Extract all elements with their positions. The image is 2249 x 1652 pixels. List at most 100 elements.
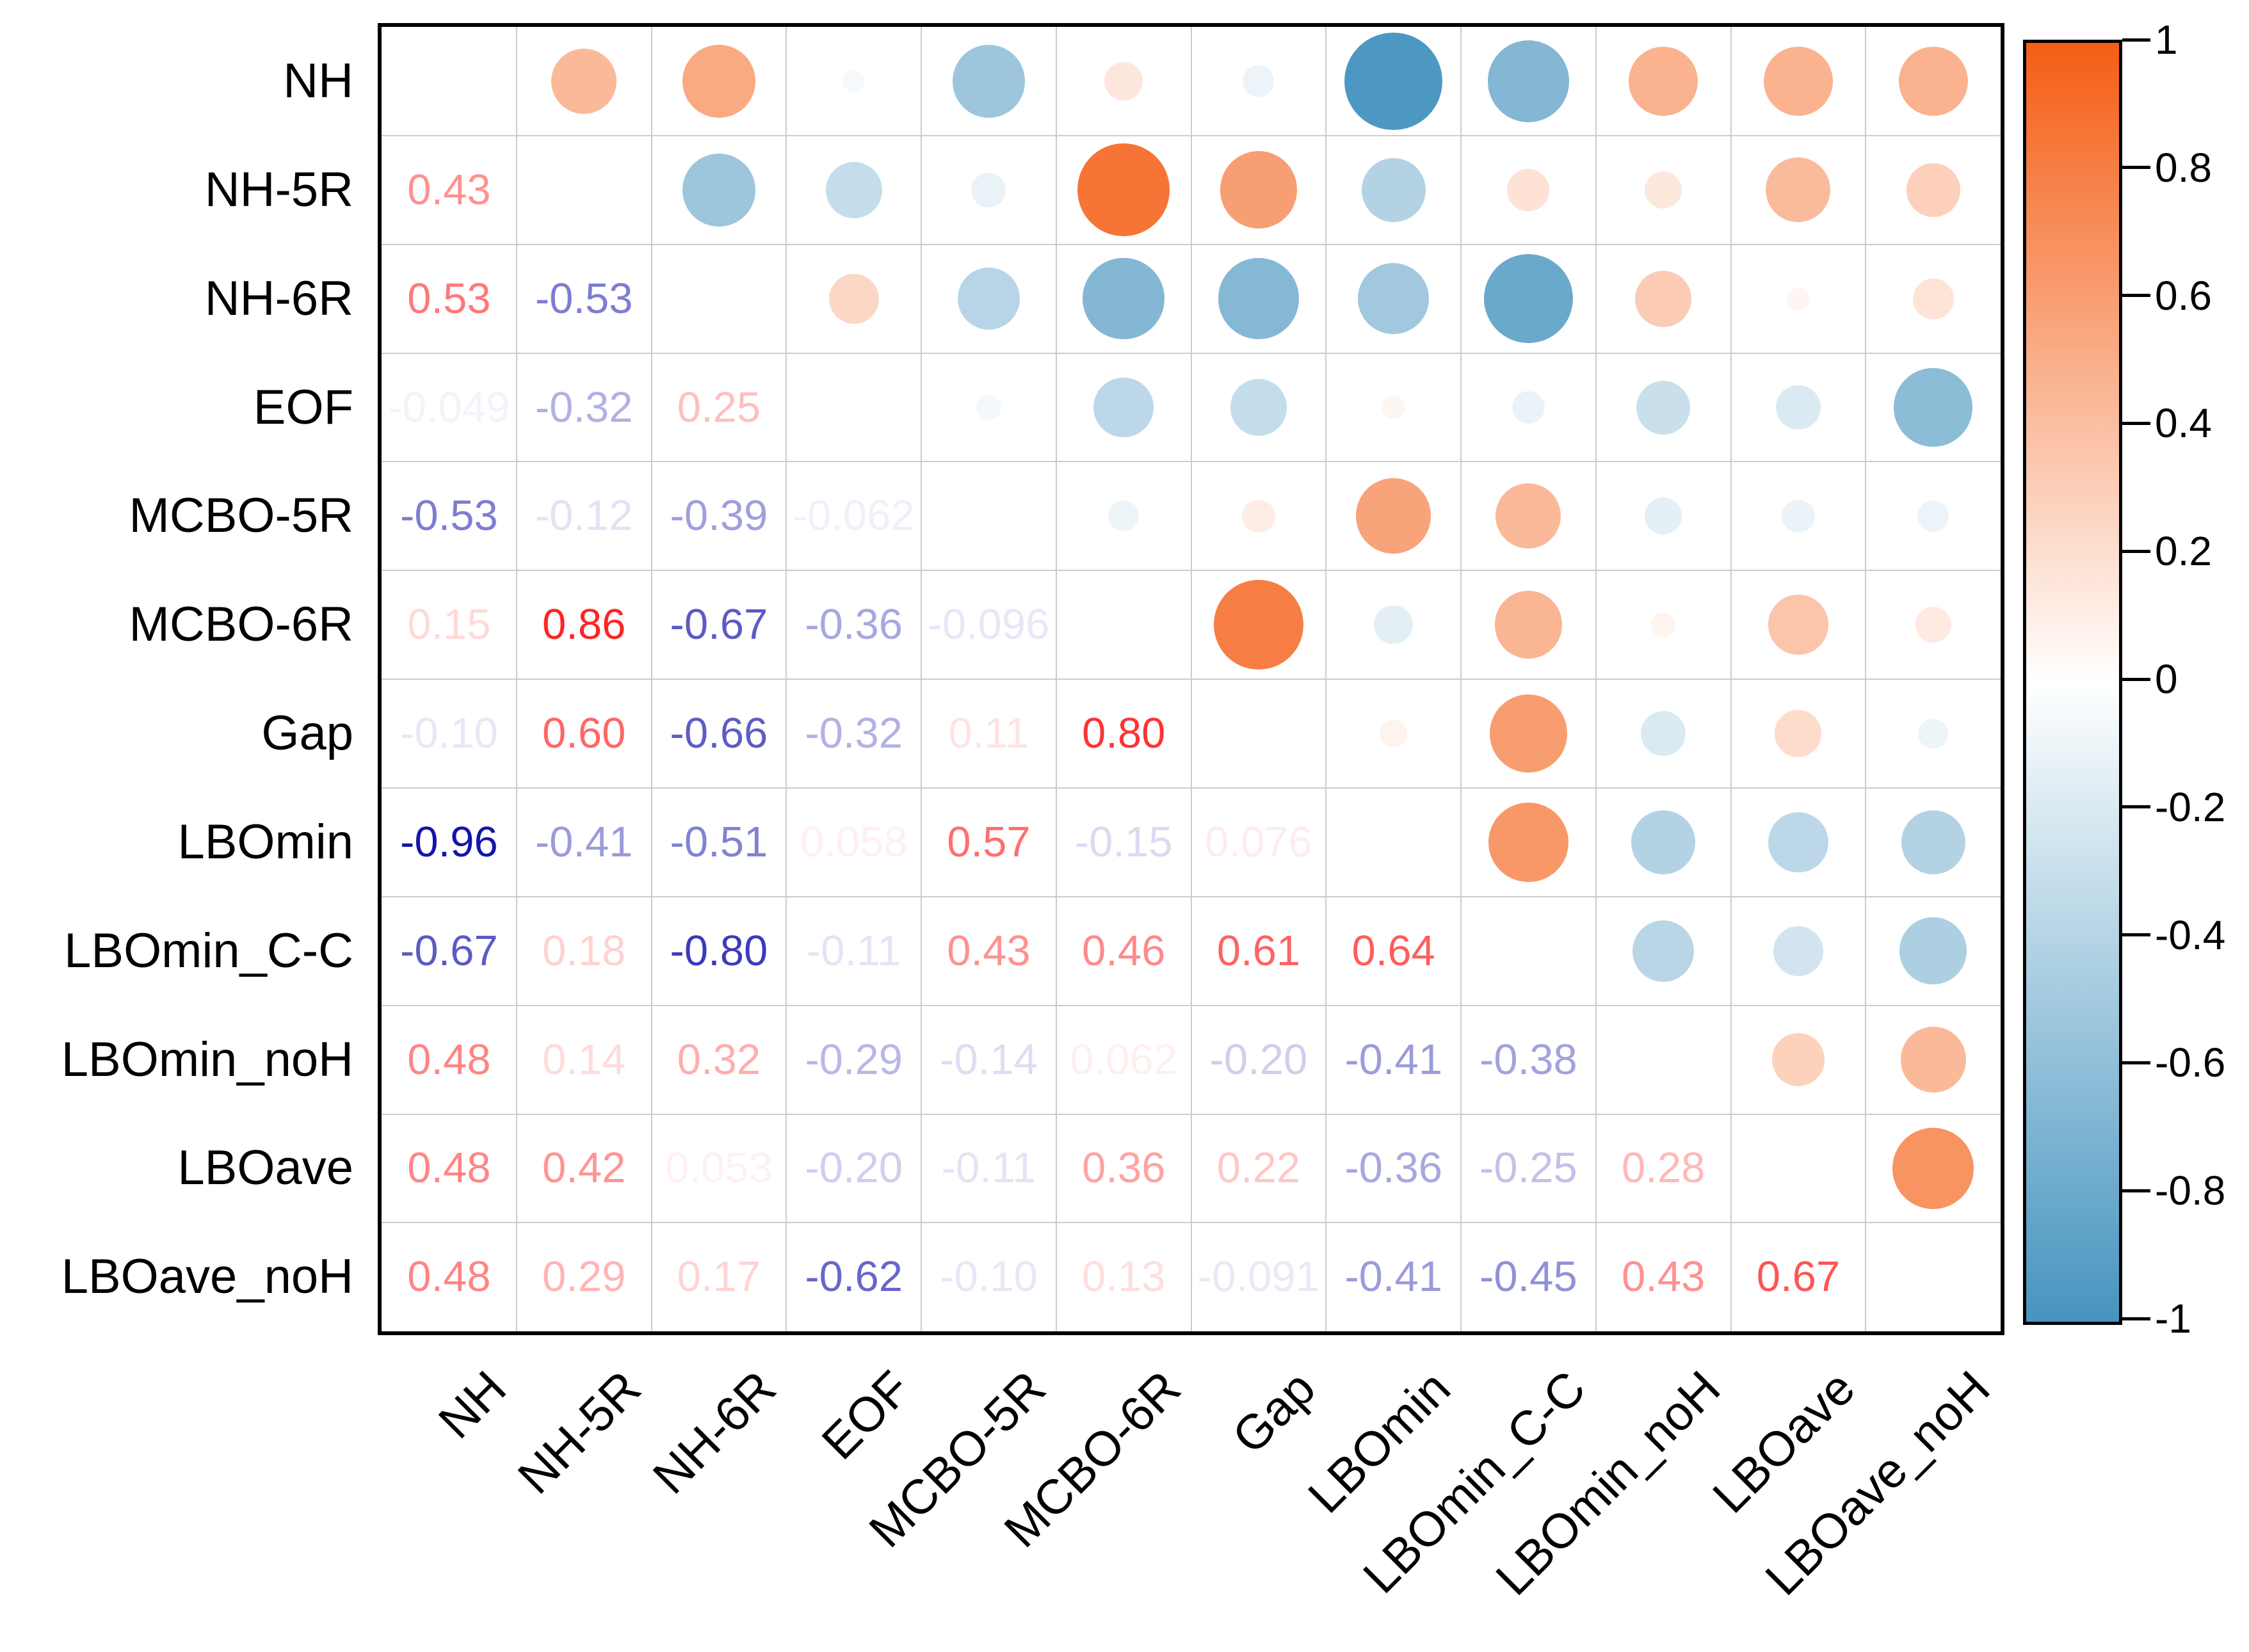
corr-circle — [1632, 920, 1695, 982]
corr-value: 0.67 — [1756, 1253, 1841, 1301]
corr-circle — [1775, 710, 1822, 757]
corr-circle — [1629, 46, 1698, 116]
corr-value: -0.41 — [535, 817, 633, 866]
corr-value: -0.20 — [1209, 1035, 1308, 1084]
corr-value: -0.32 — [535, 383, 633, 431]
corr-circle — [828, 273, 879, 324]
corr-value: -0.51 — [670, 817, 768, 866]
corr-circle — [1511, 390, 1545, 424]
colorbar-tick-label: 0 — [2155, 656, 2178, 702]
corr-value: -0.10 — [400, 709, 498, 757]
corr-circle — [1489, 694, 1568, 773]
corr-circle — [1381, 395, 1406, 420]
corr-circle — [1361, 157, 1426, 222]
corr-circle — [1230, 379, 1287, 436]
corr-circle — [1380, 719, 1408, 748]
colorbar-gradient — [2023, 40, 2122, 1325]
corr-value: -0.53 — [400, 492, 498, 540]
corr-value: -0.66 — [670, 709, 768, 757]
colorbar-tick-label: 0.2 — [2155, 528, 2212, 575]
corr-circle — [1898, 46, 1968, 116]
corr-value: -0.12 — [535, 492, 633, 540]
colorbar-tick — [2122, 166, 2150, 170]
corr-circle — [1763, 46, 1833, 116]
corr-circle — [1488, 802, 1568, 883]
corr-circle — [976, 395, 1001, 420]
corr-value: -0.67 — [400, 926, 498, 975]
corr-circle — [1768, 595, 1828, 655]
corr-value: 0.36 — [1081, 1144, 1166, 1192]
corr-value: 0.32 — [677, 1035, 761, 1084]
corr-circle — [1918, 718, 1949, 749]
corr-value: 0.64 — [1351, 926, 1435, 975]
colorbar-tick-label: -1 — [2155, 1295, 2191, 1342]
corr-circle — [1093, 377, 1154, 438]
corr-circle — [842, 70, 865, 93]
corr-value: 0.43 — [947, 926, 1031, 975]
grid-line-vertical — [1460, 27, 1462, 1332]
grid-line-horizontal — [382, 787, 2001, 789]
plot-border — [378, 23, 2004, 1336]
corr-value: 0.17 — [677, 1253, 761, 1301]
corr-value: -0.14 — [940, 1035, 1038, 1084]
colorbar-tick — [2122, 421, 2150, 425]
corr-value: -0.53 — [535, 274, 633, 323]
grid-line-horizontal — [382, 895, 2001, 897]
colorbar-tick — [2122, 38, 2150, 42]
corr-value: 0.22 — [1216, 1144, 1301, 1192]
row-label: LBOave_noH — [61, 1249, 353, 1304]
corr-value: 0.80 — [1081, 709, 1166, 757]
col-label: NH-5R — [507, 1361, 652, 1505]
corr-circle — [1108, 501, 1140, 532]
corr-circle — [1771, 1033, 1825, 1086]
row-label: LBOmin — [177, 814, 353, 869]
corr-value: 0.48 — [407, 1035, 491, 1084]
corr-circle — [1635, 270, 1692, 327]
corr-value: 0.43 — [407, 165, 491, 214]
corr-value: 0.53 — [407, 274, 491, 323]
corr-circle — [1077, 143, 1170, 237]
colorbar-tick — [2122, 1189, 2150, 1192]
corr-circle — [1894, 368, 1972, 447]
corr-value: 0.058 — [800, 817, 908, 866]
corr-value: 0.25 — [677, 383, 761, 431]
grid-line-vertical — [1865, 27, 1867, 1332]
corr-value: 0.60 — [542, 709, 626, 757]
grid-line-vertical — [1730, 27, 1732, 1332]
row-label: EOF — [253, 380, 353, 435]
colorbar-tick — [2122, 549, 2150, 553]
corr-value: 0.86 — [542, 600, 626, 649]
corr-circle — [1900, 1027, 1966, 1093]
colorbar-tick — [2122, 1317, 2150, 1320]
corr-value: 0.28 — [1621, 1144, 1705, 1192]
corr-value: -0.25 — [1479, 1144, 1577, 1192]
corr-value: -0.67 — [670, 600, 768, 649]
colorbar-tick — [2122, 1061, 2150, 1064]
row-label: NH — [283, 53, 353, 108]
corr-circle — [1220, 151, 1298, 229]
corr-value: 0.13 — [1081, 1253, 1166, 1301]
corr-circle — [1912, 278, 1954, 319]
colorbar-tick — [2122, 677, 2150, 681]
corr-value: 0.11 — [948, 709, 1029, 757]
corr-value: -0.39 — [670, 492, 768, 540]
corr-value: 0.46 — [1081, 926, 1166, 975]
corr-circle — [1507, 168, 1550, 211]
corr-circle — [1355, 478, 1431, 554]
corr-circle — [957, 267, 1020, 330]
corr-value: -0.36 — [805, 600, 903, 649]
row-label: MCBO-5R — [129, 488, 353, 543]
corr-circle — [551, 48, 617, 115]
colorbar-tick — [2122, 805, 2150, 809]
corr-value: -0.36 — [1344, 1144, 1443, 1192]
corr-circle — [1773, 926, 1823, 976]
corr-circle — [1776, 385, 1821, 430]
corr-circle — [1483, 253, 1574, 344]
corr-value: -0.29 — [805, 1035, 903, 1084]
grid-line-horizontal — [382, 1222, 2001, 1224]
corr-value: -0.10 — [940, 1253, 1038, 1301]
corr-circle — [1357, 262, 1430, 335]
corr-value: -0.45 — [1479, 1253, 1577, 1301]
corr-circle — [1104, 61, 1143, 101]
corr-value: -0.20 — [805, 1144, 903, 1192]
